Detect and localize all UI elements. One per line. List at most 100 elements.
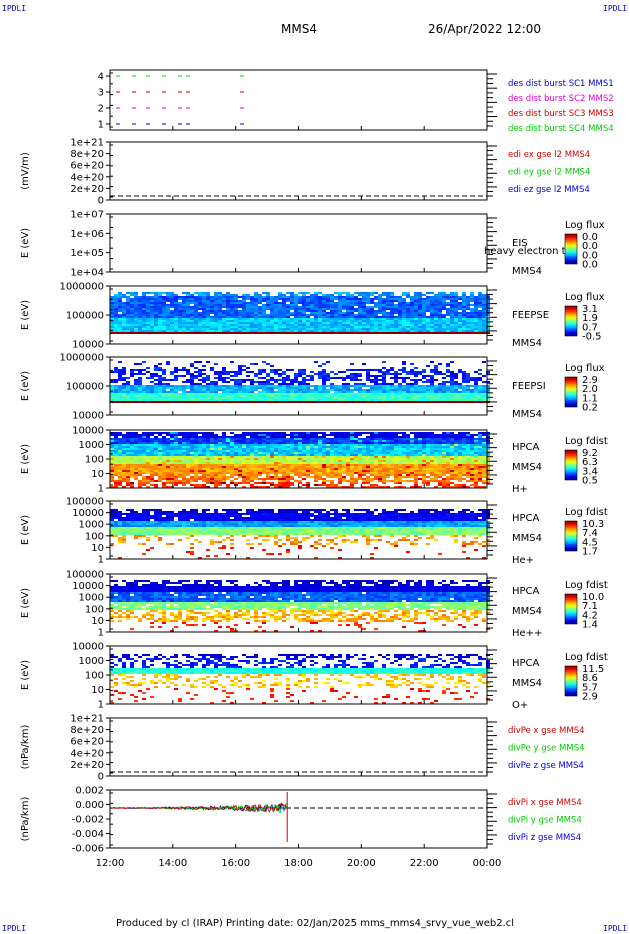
hpca_h-spectrogram-cell bbox=[458, 454, 462, 456]
feepse-spectrogram-cell bbox=[446, 312, 450, 314]
feepsi-spectrogram-cell bbox=[190, 365, 194, 367]
feepsi-spectrogram-cell bbox=[154, 387, 158, 389]
feepse-spectrogram-cell bbox=[314, 316, 318, 318]
feepsi-spectrogram-cell bbox=[150, 401, 154, 403]
feepsi-spectrogram-cell bbox=[450, 373, 454, 375]
feepse-spectrogram-cell bbox=[354, 302, 358, 304]
feepsi-spectrogram-cell bbox=[202, 379, 206, 381]
feepse-spectrogram-cell bbox=[218, 318, 222, 320]
hpca_h-spectrogram-cell bbox=[174, 458, 178, 460]
hpca_h-spectrogram-cell bbox=[378, 454, 382, 456]
feepse-spectrogram-cell bbox=[358, 318, 362, 320]
hpca_h-spectrogram-cell bbox=[310, 442, 314, 444]
feepsi-spectrogram-cell bbox=[354, 377, 358, 379]
hpca_h-spectrogram-cell bbox=[174, 446, 178, 448]
hpca_h-spectrogram-cell bbox=[338, 436, 342, 438]
feepse-spectrogram-cell bbox=[358, 310, 362, 312]
hpca_h-spectrogram-cell bbox=[358, 456, 362, 458]
hpca_h-spectrogram-cell bbox=[398, 462, 402, 464]
eis-ytick-label: 1e+07 bbox=[70, 210, 104, 221]
hpca_h-spectrogram-cell bbox=[242, 460, 246, 462]
feepse-spectrogram-cell bbox=[310, 312, 314, 314]
feepse-spectrogram-cell bbox=[202, 320, 206, 322]
feepse-spectrogram-cell bbox=[134, 302, 138, 304]
feepsi-spectrogram-cell bbox=[438, 371, 442, 373]
feepse-spectrogram-cell bbox=[386, 304, 390, 306]
feepsi-spectrogram-cell bbox=[426, 399, 430, 401]
feepse-spectrogram-cell bbox=[250, 316, 254, 318]
feepse-spectrogram-cell bbox=[434, 308, 438, 310]
feepse-spectrogram-cell bbox=[142, 332, 146, 334]
feepsi-spectrogram-cell bbox=[298, 387, 302, 389]
feepse-spectrogram-cell bbox=[270, 314, 274, 316]
feepsi-spectrogram-cell bbox=[290, 393, 294, 395]
feepse-spectrogram-cell bbox=[170, 328, 174, 330]
hpca_h-spectrogram-cell bbox=[234, 442, 238, 444]
hpca_h-spectrogram-cell bbox=[394, 454, 398, 456]
hpca_h-spectrogram-cell bbox=[150, 440, 154, 442]
feepsi-spectrogram-cell bbox=[386, 371, 390, 373]
feepse-spectrogram-cell bbox=[134, 300, 138, 302]
feepsi-spectrogram-cell bbox=[374, 397, 378, 399]
hpca_h-spectrogram-cell bbox=[378, 442, 382, 444]
hpca_h-spectrogram-cell bbox=[326, 444, 330, 446]
feepsi-spectrogram-cell bbox=[238, 389, 242, 391]
hpca_h-spectrogram-cell bbox=[374, 442, 378, 444]
hpca_h-spectrogram-cell bbox=[202, 444, 206, 446]
feepsi-spectrogram-cell bbox=[330, 393, 334, 395]
feepse-spectrogram-cell bbox=[206, 318, 210, 320]
hpca_h-spectrogram-cell bbox=[366, 432, 370, 434]
feepsi-spectrogram-cell bbox=[342, 377, 346, 379]
feepse-spectrogram-cell bbox=[394, 322, 398, 324]
feepse-spectrogram-cell bbox=[226, 314, 230, 316]
feepse-spectrogram-cell bbox=[306, 320, 310, 322]
hpca_h-spectrogram-cell bbox=[458, 456, 462, 458]
feepse-spectrogram-cell bbox=[118, 308, 122, 310]
feepse-spectrogram-cell bbox=[474, 298, 478, 300]
feepsi-spectrogram-cell bbox=[138, 373, 142, 375]
feepse-spectrogram-cell bbox=[114, 298, 118, 300]
feepse-spectrogram-cell bbox=[150, 312, 154, 314]
hpca_h-spectrogram-cell bbox=[342, 448, 346, 450]
hpca_h-spectrogram-cell bbox=[458, 434, 462, 436]
hpca_h-spectrogram-cell bbox=[274, 432, 278, 434]
hpca_h-spectrogram-cell bbox=[146, 454, 150, 456]
hpca_h-spectrogram-cell bbox=[370, 458, 374, 460]
feepsi-spectrogram-cell bbox=[206, 377, 210, 379]
hpca_h-spectrogram-cell bbox=[142, 440, 146, 442]
feepse-spectrogram-cell bbox=[302, 320, 306, 322]
hpca_h-spectrogram-cell bbox=[278, 432, 282, 434]
hpca_h-spectrogram-cell bbox=[266, 444, 270, 446]
feepse-spectrogram-cell bbox=[234, 308, 238, 310]
feepsi-spectrogram-cell bbox=[122, 367, 126, 369]
hpca_h-spectrogram-cell bbox=[442, 436, 446, 438]
feepse-spectrogram-cell bbox=[174, 330, 178, 332]
feepse-spectrogram-cell bbox=[346, 308, 350, 310]
feepse-spectrogram-cell bbox=[434, 298, 438, 300]
hpca_h-spectrogram-cell bbox=[122, 464, 126, 466]
feepsi-spectrogram-cell bbox=[450, 383, 454, 385]
hpca_h-spectrogram-cell bbox=[422, 454, 426, 456]
feepsi-spectrogram-cell bbox=[258, 377, 262, 379]
hpca_h-spectrogram-cell bbox=[234, 434, 238, 436]
feepse-spectrogram-cell bbox=[254, 320, 258, 322]
feepse-spectrogram-cell bbox=[322, 296, 326, 298]
feepse-spectrogram-cell bbox=[482, 332, 486, 334]
feepse-spectrogram-cell bbox=[110, 302, 114, 304]
hpca_h-spectrogram-cell bbox=[402, 444, 406, 446]
feepsi-spectrogram-cell bbox=[230, 387, 234, 389]
feepse-spectrogram-cell bbox=[382, 332, 386, 334]
feepsi-spectrogram-cell bbox=[310, 379, 314, 381]
feepse-spectrogram-cell bbox=[338, 310, 342, 312]
hpca_h-spectrogram-cell bbox=[462, 456, 466, 458]
feepsi-spectrogram-cell bbox=[418, 385, 422, 387]
eis-side-label: EIS bbox=[512, 238, 528, 249]
hpca_h-spectrogram-cell bbox=[178, 450, 182, 452]
feepse-spectrogram-cell bbox=[178, 308, 182, 310]
feepse-spectrogram-cell bbox=[430, 314, 434, 316]
feepse-spectrogram-cell bbox=[422, 312, 426, 314]
feepsi-spectrogram-cell bbox=[334, 377, 338, 379]
hpca_h-spectrogram-cell bbox=[402, 452, 406, 454]
hpca_h-spectrogram-cell bbox=[138, 456, 142, 458]
hpca_h-spectrogram-cell bbox=[346, 456, 350, 458]
